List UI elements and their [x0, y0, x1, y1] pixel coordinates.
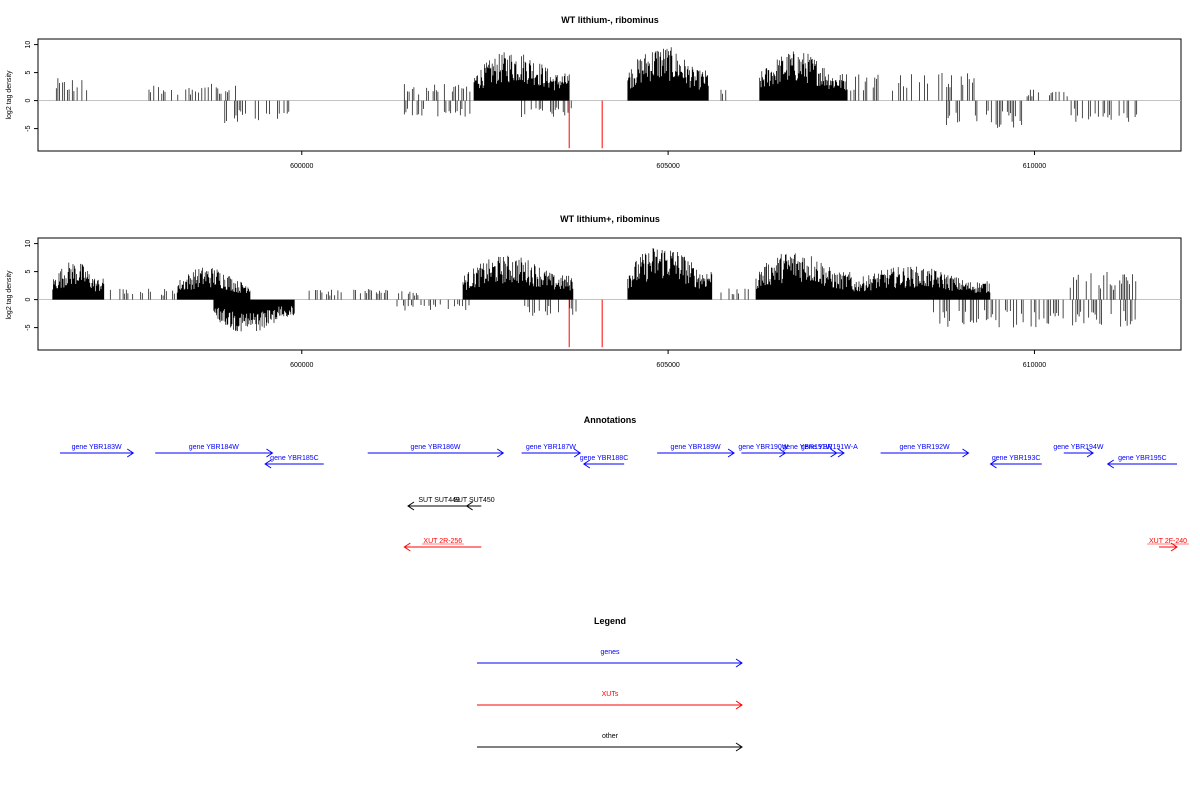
arrow-icon: [735, 742, 743, 752]
feature-label: gene YBR191W: [782, 444, 832, 451]
feature-label: SUT SUT449: [418, 497, 460, 504]
feature-label: gene YBR191W-A: [801, 444, 858, 451]
x-tick-label: 610000: [1023, 163, 1046, 170]
strand-arrow-icon: [727, 448, 735, 458]
x-axis: 600000 605000 610000: [290, 151, 1046, 170]
feature-label: SUT SUT450: [453, 497, 495, 504]
feature-gene-ybr185c: gene YBR185C: [264, 455, 324, 469]
annotation-features: gene YBR183W gene YBR184W gene YBR185C gene…: [59, 444, 1190, 552]
feature-gene-ybr184w: gene YBR184W: [155, 444, 274, 458]
x-tick-label: 600000: [290, 163, 313, 170]
legend-item-xuts: XUTs: [477, 691, 743, 710]
arrow-icon: [735, 700, 743, 710]
feature-label: gene YBR184W: [189, 444, 239, 451]
feature-label: gene YBR189W: [671, 444, 721, 451]
legend-label: genes: [600, 649, 620, 656]
x-tick-label: 605000: [656, 163, 679, 170]
strand-arrow-icon: [989, 459, 997, 469]
strand-arrow-icon: [962, 448, 970, 458]
x-tick-label: 600000: [290, 362, 313, 369]
feature-gene-ybr186w: gene YBR186W: [367, 444, 505, 458]
y-axis-label: log2 tag density: [6, 70, 13, 120]
strand-arrow-icon: [126, 448, 135, 458]
feature-gene-ybr193c: gene YBR193C: [989, 455, 1042, 469]
strand-arrow-icon: [837, 448, 845, 458]
coverage-series: [52, 248, 1137, 332]
feature-gene-ybr195c: gene YBR195C: [1106, 455, 1177, 469]
y-tick-label: 0: [25, 298, 32, 302]
feature-gene-ybr192w: gene YBR192W: [880, 444, 970, 458]
feature-label: gene YBR187W: [526, 444, 576, 451]
feature-label: XUT 2F-240: [1149, 538, 1187, 545]
feature-sut-sut450: SUT SUT450: [453, 497, 495, 511]
coverage-panel-lithium-plus: WT lithium+, ribominus log2 tag density …: [6, 214, 1182, 369]
feature-gene-ybr188c: gene YBR188C: [580, 455, 629, 469]
feature-gene-ybr194w: gene YBR194W: [1053, 444, 1104, 458]
feature-label: XUT 2R-256: [423, 538, 462, 545]
strand-arrow-icon: [264, 459, 272, 469]
annotations-title: Annotations: [584, 415, 637, 425]
coverage-series: [55, 47, 1138, 128]
y-tick-label: 10: [25, 240, 32, 248]
y-tick-label: 10: [25, 41, 32, 49]
y-tick-label: -5: [25, 324, 32, 330]
legend-item-genes: genes: [477, 649, 743, 668]
feature-gene-ybr183w: gene YBR183W: [59, 444, 135, 458]
legend-label: other: [602, 733, 619, 740]
plot-frame: [37, 38, 1182, 152]
coverage-bars: [38, 248, 1181, 348]
strand-arrow-icon: [407, 501, 415, 511]
feature-gene-ybr190w: gene YBR190W: [738, 444, 789, 458]
strand-arrow-icon: [582, 459, 591, 469]
annotations-panel: Annotations gene YBR183W gene YBR184Wgene…: [59, 415, 1190, 552]
panel-title: WT lithium-, ribominus: [561, 15, 659, 25]
feature-label: gene YBR192W: [900, 444, 950, 451]
feature-label: gene YBR186W: [410, 444, 460, 451]
strand-arrow-icon: [1106, 459, 1115, 469]
feature-label: gene YBR183W: [72, 444, 122, 451]
y-axis: -5 0 5 10: [25, 41, 39, 132]
feature-xut-2f-240: XUT 2F-240: [1147, 538, 1190, 552]
feature-label: gene YBR195C: [1118, 455, 1167, 462]
legend: Legend genes XUTs other: [477, 616, 743, 752]
coverage-bars: [38, 47, 1181, 149]
y-tick-label: 5: [25, 270, 32, 274]
y-tick-label: 5: [25, 71, 32, 75]
arrow-icon: [735, 658, 743, 668]
y-tick-label: -5: [25, 125, 32, 131]
x-axis: 600000 605000 610000: [290, 350, 1046, 369]
strand-arrow-icon: [1170, 542, 1178, 552]
legend-label: XUTs: [602, 691, 619, 698]
x-tick-label: 605000: [656, 362, 679, 369]
y-axis-label: log2 tag density: [6, 270, 13, 320]
feature-label: gene YBR185C: [270, 455, 319, 462]
strand-arrow-icon: [266, 448, 274, 458]
feature-xut-2r-256: XUT 2R-256: [403, 538, 482, 552]
feature-gene-ybr189w: gene YBR189W: [657, 444, 735, 458]
feature-label: gene YBR190W: [738, 444, 788, 451]
legend-title: Legend: [594, 616, 626, 626]
panel-title: WT lithium+, ribominus: [560, 214, 660, 224]
strand-arrow-icon: [573, 448, 582, 458]
y-axis: -5 0 5 10: [25, 240, 39, 331]
strand-arrow-icon: [465, 501, 473, 511]
feature-gene-ybr187w: gene YBR187W: [521, 444, 582, 458]
feature-sut-sut449: SUT SUT449: [407, 497, 471, 511]
feature-gene-ybr191w-a: gene YBR191W-A: [801, 444, 858, 458]
strand-arrow-icon: [403, 542, 411, 552]
feature-label: gene YBR188C: [580, 455, 629, 462]
feature-label: gene YBR194W: [1053, 444, 1103, 451]
strand-arrow-icon: [1086, 448, 1094, 458]
coverage-panel-lithium-minus: WT lithium-, ribominus log2 tag density …: [6, 15, 1182, 170]
legend-item-other: other: [477, 733, 743, 752]
feature-label: gene YBR193C: [992, 455, 1041, 462]
legend-items: genes XUTs other: [477, 649, 743, 752]
x-tick-label: 610000: [1023, 362, 1046, 369]
y-tick-label: 0: [25, 99, 32, 103]
strand-arrow-icon: [496, 448, 505, 458]
